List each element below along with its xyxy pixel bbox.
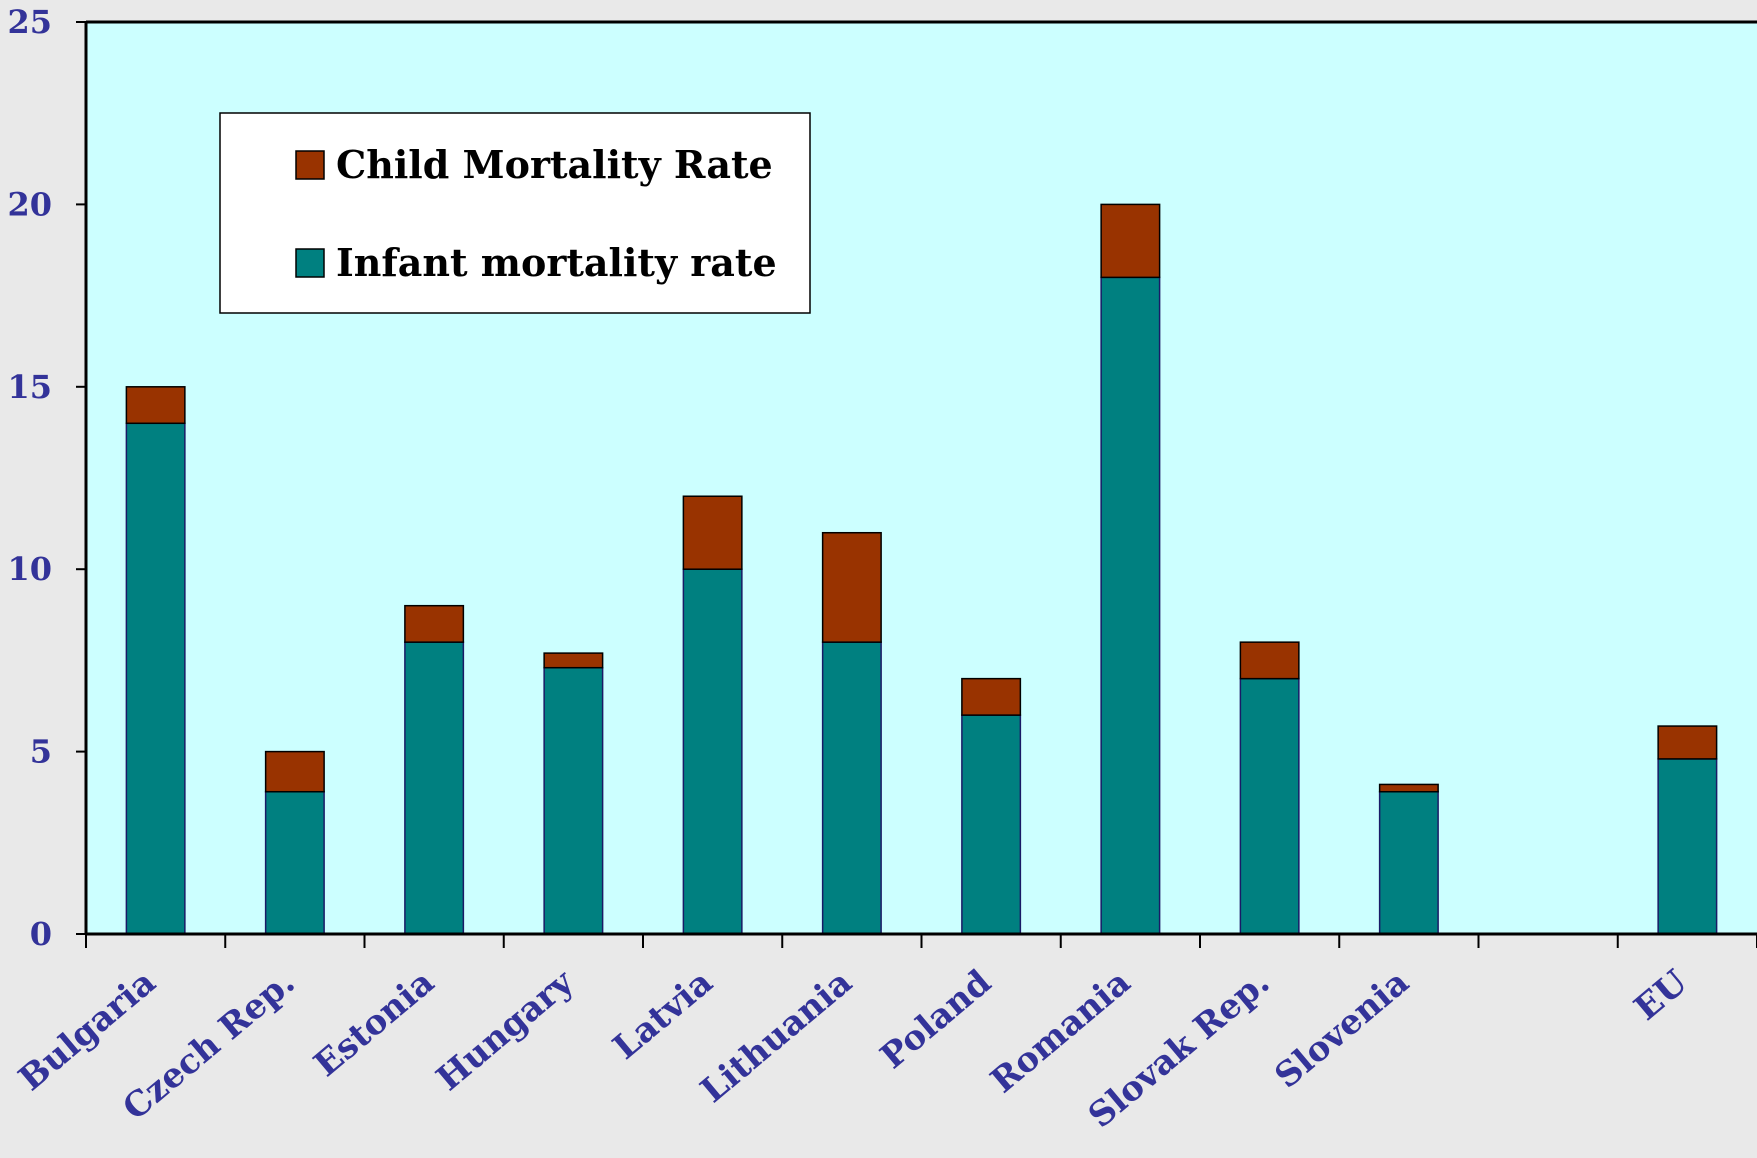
bar-child-mortality (1378, 783, 1439, 793)
bar-infant-mortality (1378, 790, 1439, 935)
bar-child-mortality (682, 495, 743, 570)
bar-infant-mortality (404, 641, 465, 935)
bar-infant-mortality (682, 568, 743, 935)
bar-child-mortality (543, 652, 604, 669)
y-tick-label: 15 (7, 368, 52, 406)
bar-infant-mortality (264, 790, 325, 935)
bar-child-mortality (821, 531, 882, 643)
x-category-label: EU (1627, 962, 1695, 1028)
y-tick-label: 5 (30, 733, 52, 771)
bar-infant-mortality (1100, 276, 1161, 935)
legend: Child Mortality Rate Infant mortality ra… (219, 112, 811, 314)
bar-child-mortality (961, 677, 1022, 716)
bar-infant-mortality (821, 641, 882, 935)
legend-swatch-infant (295, 248, 325, 278)
bar-infant-mortality (1239, 677, 1300, 935)
legend-label-child: Child Mortality Rate (336, 142, 773, 187)
legend-label-infant: Infant mortality rate (336, 240, 777, 285)
legend-box (219, 112, 811, 314)
bar-child-mortality (404, 604, 465, 643)
legend-swatch-child (295, 150, 325, 180)
y-tick-label: 20 (7, 185, 52, 223)
y-axis: 0 5 10 15 20 25 (7, 3, 86, 953)
bar-child-mortality (1100, 203, 1161, 279)
x-category-label: Hungary (429, 961, 582, 1099)
bar-infant-mortality (543, 666, 604, 935)
bars-group (125, 203, 1718, 935)
bar-child-mortality (264, 750, 325, 793)
y-tick-label: 25 (7, 3, 52, 41)
bar-infant-mortality (961, 714, 1022, 935)
x-category-label: Latvia (606, 962, 721, 1067)
y-tick-label: 10 (7, 550, 52, 588)
x-category-label: Poland (873, 962, 999, 1077)
x-category-label: Estonia (307, 962, 442, 1085)
bar-infant-mortality (125, 422, 186, 935)
x-category-label: Slovenia (1267, 962, 1416, 1096)
y-tick-label: 0 (30, 915, 52, 953)
x-category-label: Lithuania (693, 962, 859, 1111)
bar-infant-mortality (1657, 758, 1718, 935)
bar-child-mortality (125, 386, 186, 425)
bar-child-mortality (1657, 725, 1718, 760)
bar-child-mortality (1239, 641, 1300, 680)
